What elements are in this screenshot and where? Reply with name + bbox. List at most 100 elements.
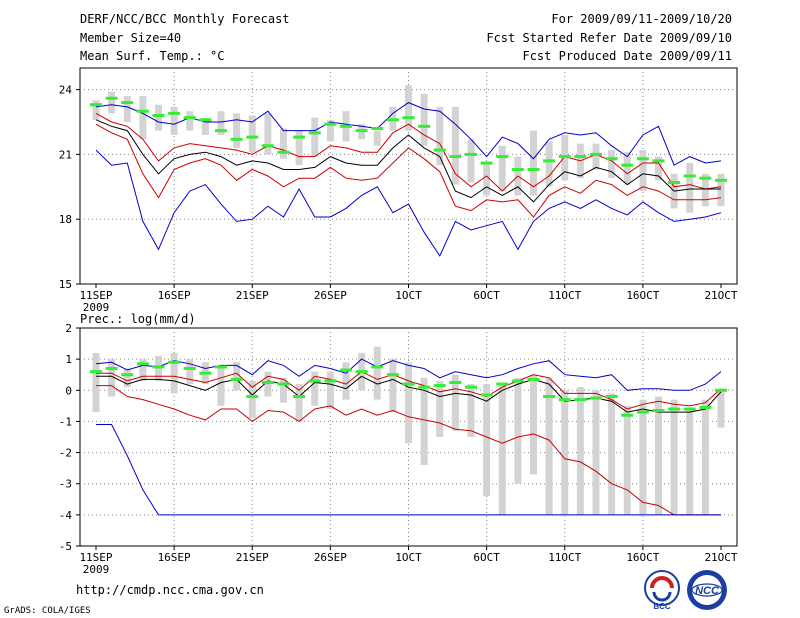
forecast-marker (621, 413, 634, 417)
x-tick-label: 21SEP (236, 551, 269, 564)
ncc-logo-text: NCC (695, 585, 720, 597)
start-date: Fcst Started Refer Date 2009/09/10 (486, 31, 732, 45)
y-tick-label: -5 (59, 540, 72, 553)
forecast-marker (261, 381, 274, 384)
spread-box (498, 145, 506, 192)
forecast-marker (699, 176, 712, 180)
grads-credit: GrADS: COLA/IGES (4, 606, 91, 616)
forecast-marker (449, 155, 462, 159)
forecast-marker (433, 148, 446, 152)
forecast-marker (215, 365, 227, 369)
spread-box (545, 141, 553, 187)
forecast-marker (683, 407, 696, 411)
spread-box (686, 408, 694, 515)
forecast-marker (433, 384, 446, 388)
spread-box (436, 106, 444, 166)
forecast-marker (668, 180, 681, 184)
variable-label: Mean Surf. Temp.: °C (80, 49, 225, 63)
y-tick-label: -2 (59, 447, 72, 460)
forecast-marker (230, 377, 243, 381)
y-tick-label: -3 (59, 478, 72, 491)
spread-box (530, 374, 537, 475)
y-tick-label: 15 (59, 278, 72, 291)
spread-box (311, 371, 319, 406)
forecast-marker (605, 395, 618, 399)
spread-box (280, 377, 287, 403)
forecast-marker (183, 116, 196, 120)
x-tick-label: 6OCT (473, 289, 500, 302)
spread-box (217, 365, 225, 406)
spread-box (217, 111, 225, 135)
forecast-marker (324, 379, 337, 383)
x-tick-label: 26SEP (314, 551, 347, 564)
spread-box (639, 150, 647, 192)
spread-box (264, 371, 272, 397)
forecast-marker (715, 178, 727, 182)
forecast-marker (465, 385, 477, 389)
spread-box (248, 115, 256, 153)
y-tick-label: 2 (65, 322, 72, 335)
spread-box (373, 346, 381, 400)
spread-box (108, 359, 116, 397)
series-line-spread_lower (96, 385, 721, 516)
forecast-marker (449, 381, 462, 384)
spread-box (186, 111, 194, 131)
series-line-min (96, 424, 721, 516)
x-tick-label: 16SEP (158, 551, 191, 564)
bcc-logo: BCC (644, 570, 680, 611)
forecast-marker (246, 395, 259, 399)
forecast-marker (543, 395, 556, 399)
spread-box (514, 377, 522, 484)
forecast-marker (324, 122, 337, 126)
y-tick-label: 1 (65, 353, 72, 366)
forecast-marker (590, 396, 602, 400)
forecast-marker (340, 124, 352, 128)
y-tick-label: 24 (59, 84, 73, 97)
member-size: Member Size=40 (80, 31, 182, 45)
spread-box (701, 399, 709, 515)
spread-box (436, 380, 444, 437)
forecast-marker (574, 155, 587, 159)
spread-box (233, 113, 241, 148)
forecast-marker (511, 168, 524, 172)
forecast-marker (90, 370, 102, 374)
source-url[interactable]: http://cmdp.ncc.cma.gov.cn (76, 583, 264, 597)
forecast-marker (136, 109, 149, 113)
spread-box (201, 117, 209, 135)
forecast-marker (230, 137, 243, 141)
spread-box (139, 96, 147, 140)
forecast-marker (121, 373, 134, 377)
forecast-marker (136, 362, 149, 366)
spread-box (655, 156, 662, 181)
spread-box (623, 405, 631, 515)
bcc-logo-text: BCC (653, 602, 671, 611)
x-tick-label: 21OCT (704, 551, 737, 564)
x-tick-sublabel: 2009 (83, 301, 110, 314)
spread-box (170, 352, 178, 394)
spread-box (170, 106, 178, 135)
x-tick-label: 21OCT (704, 289, 737, 302)
forecast-marker (636, 410, 649, 414)
spread-box (451, 106, 459, 185)
series-line-spread_upper (95, 112, 722, 192)
spread-box (608, 393, 616, 515)
spread-box (467, 384, 475, 437)
series-line-max (95, 358, 722, 391)
forecast-marker (152, 114, 165, 118)
spread-box (405, 362, 412, 444)
x-tick-label: 11OCT (548, 551, 581, 564)
produced-date: Fcst Produced Date 2009/09/11 (522, 49, 732, 63)
spread-box (139, 359, 147, 381)
spread-box (483, 384, 491, 497)
forecast-marker (183, 366, 196, 370)
spread-box (717, 390, 725, 428)
ncc-logo: NCC (687, 570, 727, 610)
spread-box (701, 173, 709, 207)
spread-box (686, 163, 694, 213)
spread-box (498, 384, 506, 515)
forecast-marker (699, 405, 712, 409)
forecast-marker (418, 124, 431, 128)
x-tick-label: 16OCT (626, 551, 659, 564)
